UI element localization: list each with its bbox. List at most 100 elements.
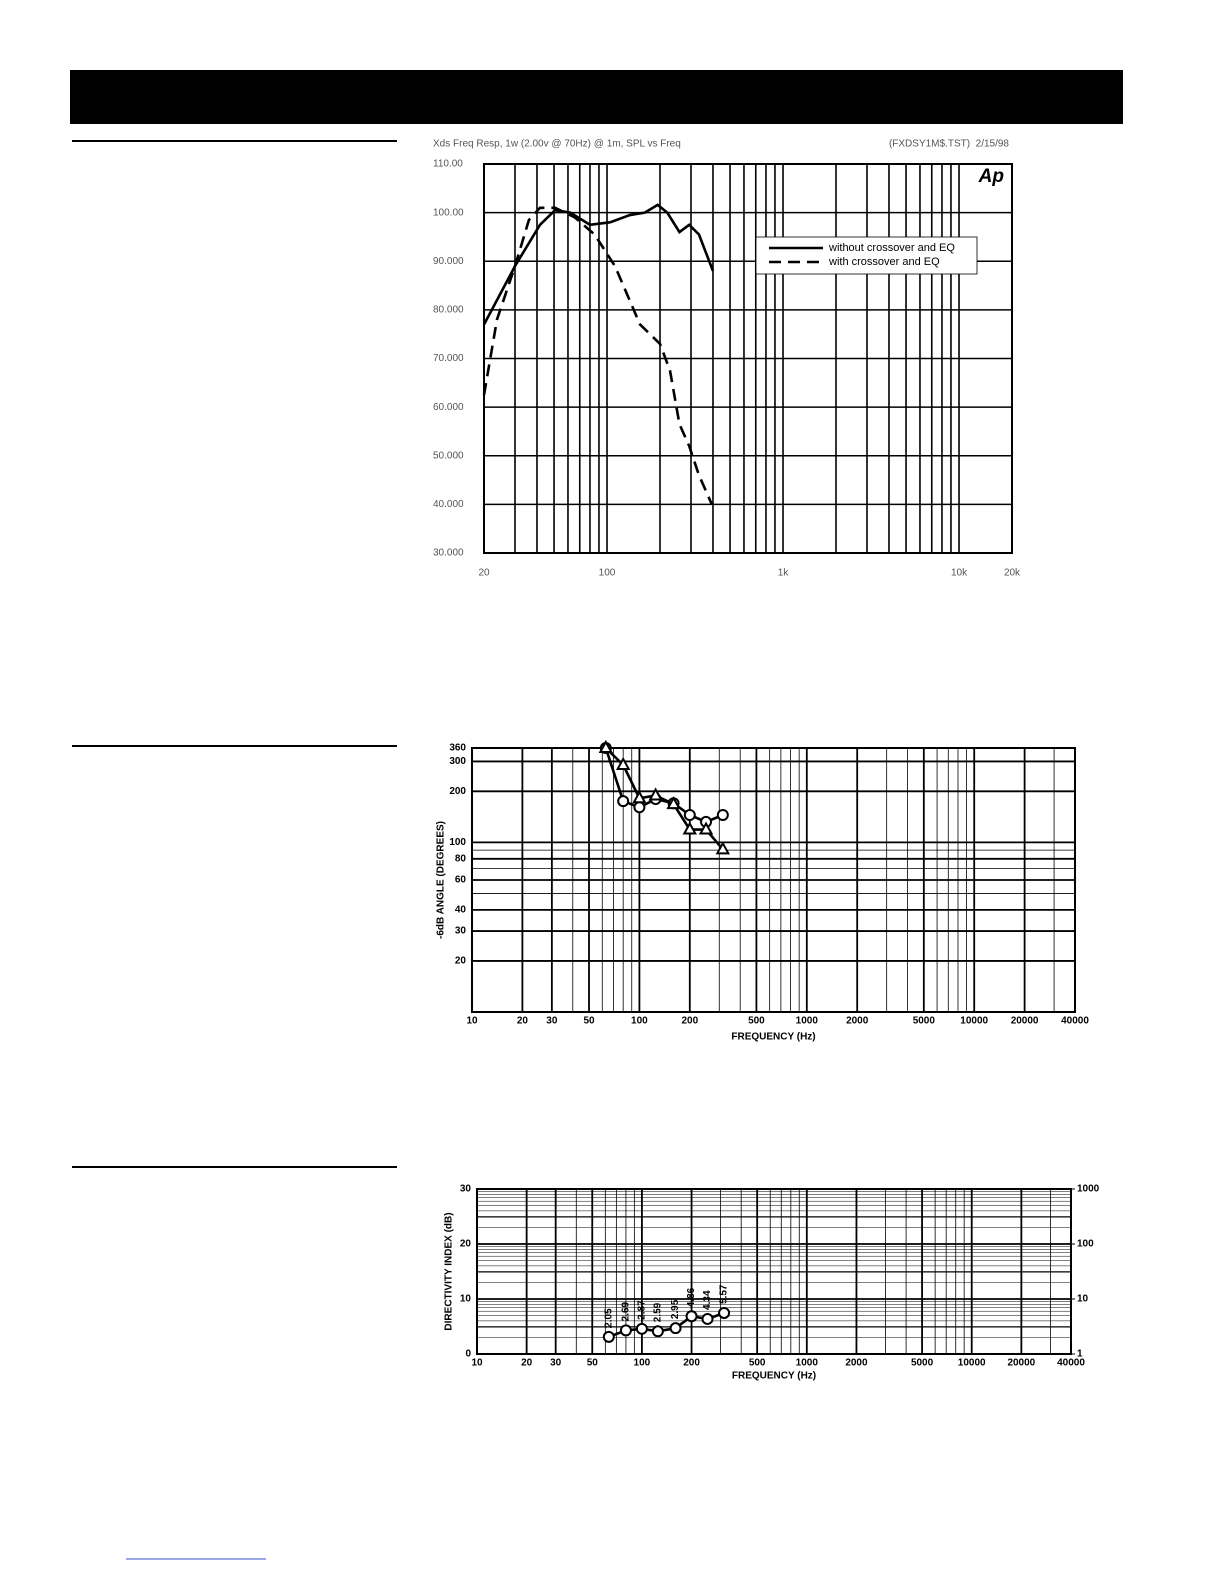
x-tick-label: 100	[634, 1358, 651, 1369]
data-label: 2.95	[670, 1299, 681, 1319]
y-tick-label: 60	[455, 875, 467, 886]
y-tick-label: 10	[460, 1294, 472, 1305]
x-tick-label: 10000	[960, 1016, 988, 1027]
x-tick-label: 2000	[845, 1358, 868, 1369]
plot-frame	[471, 747, 1076, 1013]
y-tick-label: 30.000	[433, 548, 464, 559]
x-tick-label: 30	[546, 1016, 558, 1027]
data-label: 2.69	[621, 1301, 632, 1321]
marker	[635, 1322, 648, 1335]
legend-box	[755, 236, 978, 275]
x-tick-label: 50	[587, 1358, 599, 1369]
x-axis-label: FREQUENCY (Hz)	[731, 1032, 815, 1043]
y-tick-label: 110.00	[433, 159, 463, 170]
y-tick-label: 70.000	[433, 353, 464, 364]
x-tick-label: 10k	[951, 568, 968, 579]
data-label: 2.05	[603, 1308, 614, 1328]
marker	[602, 1330, 615, 1343]
y-tick-label: 20	[455, 956, 467, 967]
y-tick-label: 300	[449, 756, 466, 767]
y-tick-label: 80.000	[433, 305, 464, 316]
y-axis-label: DIRECTIVITY INDEX (dB)	[444, 1212, 455, 1330]
marker	[683, 808, 696, 821]
marker	[682, 821, 697, 835]
y-tick-label: 40.000	[433, 499, 464, 510]
y-tick-label: 30	[455, 926, 467, 937]
legend-label: with crossover and EQ	[828, 256, 940, 268]
x-tick-label: 20k	[1004, 568, 1021, 579]
y-tick-label: 80	[455, 853, 467, 864]
marker	[669, 1322, 682, 1335]
y-axis-label: -6dB ANGLE (DEGREES)	[436, 821, 447, 939]
marker	[651, 1325, 664, 1338]
y-tick-label: 60.000	[433, 402, 464, 413]
marker	[615, 756, 631, 770]
x-tick-label: 5000	[913, 1016, 936, 1027]
y2-tick-label: 100	[1077, 1239, 1094, 1250]
marker	[619, 1324, 632, 1337]
marker	[598, 739, 614, 753]
data-label: 5.57	[719, 1284, 730, 1304]
data-label: 2.87	[637, 1300, 648, 1320]
y-tick-label: 20	[460, 1239, 472, 1250]
x-axis-label: FREQUENCY (Hz)	[732, 1371, 816, 1382]
marker	[648, 787, 663, 801]
y-tick-label: 200	[449, 786, 466, 797]
y-tick-label: 100.00	[433, 207, 464, 218]
y-tick-label: 360	[449, 743, 466, 754]
marker	[633, 801, 646, 814]
chart-2: 10 20 30 50 100 200 500 1000 2000 5000 10000 20000 4…	[444, 1184, 1100, 1382]
plot-frame	[476, 1188, 1072, 1355]
x-tick-label: 30	[550, 1358, 562, 1369]
chart-1: 10 20 30 50 100 200 500 1000 2000 5000 10000 20000 4…	[436, 739, 1089, 1043]
chart-0: 20 100 1k 10k 20k 110.00 100.00 90.000 80.000 70.…	[433, 139, 1021, 579]
marker	[685, 1310, 698, 1323]
x-tick-label: 1k	[778, 568, 790, 579]
x-tick-label: 20000	[1011, 1016, 1039, 1027]
y-tick-label: 30	[460, 1184, 472, 1195]
x-tick-label: 1000	[796, 1016, 819, 1027]
x-tick-label: 100	[599, 568, 616, 579]
y2-tick-label: 1	[1077, 1349, 1083, 1360]
x-tick-label: 500	[748, 1016, 765, 1027]
x-tick-label: 10000	[958, 1358, 986, 1369]
marker	[617, 795, 630, 808]
series-line	[482, 206, 714, 505]
header-bar	[70, 70, 1123, 124]
x-tick-label: 10	[466, 1016, 478, 1027]
marker	[666, 796, 681, 810]
x-tick-label: 20000	[1007, 1358, 1035, 1369]
data-label: 4.34	[702, 1290, 713, 1310]
y-tick-label: 100	[449, 837, 466, 848]
x-tick-label: 5000	[911, 1358, 934, 1369]
marker	[718, 1306, 731, 1319]
x-tick-label: 20	[517, 1016, 529, 1027]
y2-tick-label: 1000	[1077, 1184, 1100, 1195]
y-tick-label: 40	[455, 905, 467, 916]
y-tick-label: 0	[465, 1349, 471, 1360]
series-line	[482, 203, 715, 326]
x-tick-label: 1000	[796, 1358, 819, 1369]
x-tick-label: 50	[583, 1016, 595, 1027]
x-tick-label: 2000	[846, 1016, 869, 1027]
marker	[716, 808, 729, 821]
x-tick-label: 20	[521, 1358, 533, 1369]
logo: Ap	[978, 166, 1004, 187]
y-tick-label: 50.000	[433, 450, 464, 461]
x-tick-label: 40000	[1057, 1358, 1085, 1369]
chart-title: Xds Freq Resp, 1w (2.00v @ 70Hz) @ 1m, S…	[433, 139, 681, 150]
x-tick-label: 40000	[1061, 1016, 1089, 1027]
y2-tick-label: 10	[1077, 1294, 1089, 1305]
legend-label: without crossover and EQ	[828, 242, 955, 254]
x-tick-label: 100	[631, 1016, 648, 1027]
chart-annotation: (FXDSY1M$.TST) 2/15/98	[889, 139, 1009, 150]
x-tick-label: 10	[471, 1358, 483, 1369]
marker	[698, 821, 714, 835]
marker	[715, 841, 731, 855]
x-tick-label: 20	[478, 568, 490, 579]
marker	[701, 1312, 714, 1325]
x-tick-label: 200	[681, 1016, 698, 1027]
data-label: 2.59	[653, 1302, 664, 1322]
